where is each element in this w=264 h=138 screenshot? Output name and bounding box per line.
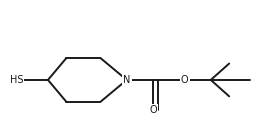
Text: O: O — [149, 105, 157, 115]
Text: O: O — [181, 75, 188, 85]
Text: N: N — [123, 75, 130, 85]
Text: HS: HS — [10, 75, 23, 85]
